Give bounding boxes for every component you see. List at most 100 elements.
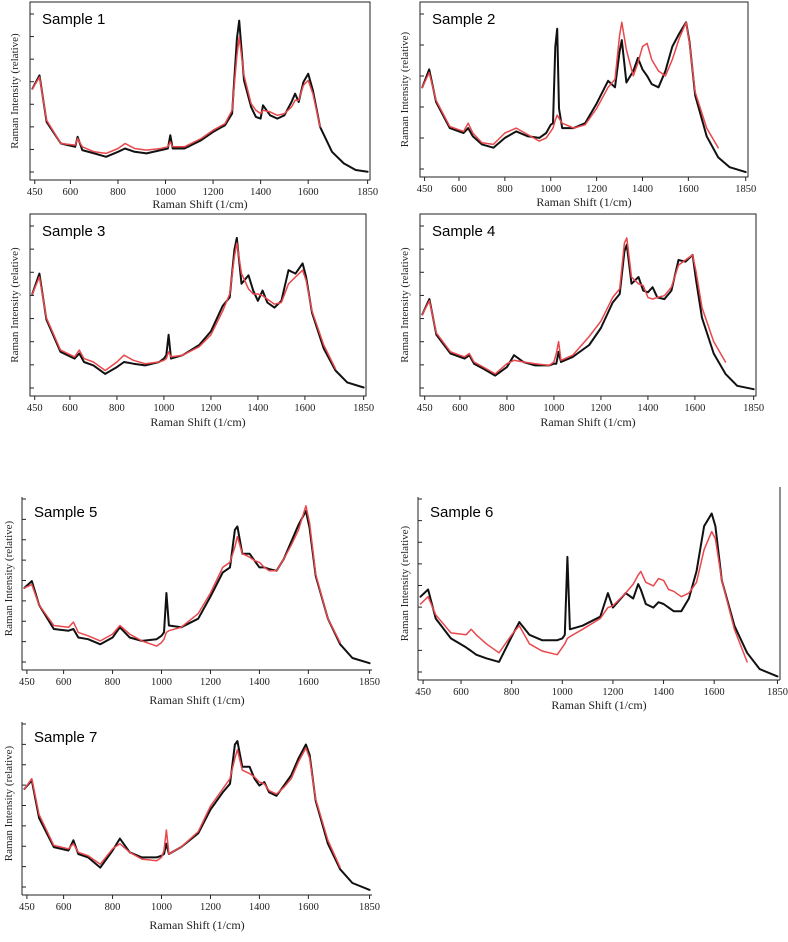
series-line-fitted (23, 505, 341, 647)
y-axis-label: Raman Intensity (relative) (3, 520, 15, 636)
x-tick-label: 1600 (294, 403, 315, 414)
chart-title: Sample 3 (42, 223, 105, 240)
x-tick-label: 1200 (602, 687, 623, 698)
chart-panel-7: 450 600 800 1000 1200 1400 1600 1850 Raman Shift… (3, 722, 380, 932)
x-tick-label: 1400 (653, 687, 674, 698)
x-tick-label: 600 (63, 187, 79, 198)
x-tick-label: 450 (417, 403, 433, 414)
x-axis-label: Raman Shift (1/cm) (149, 693, 244, 707)
chart-panel-1: 450 600 800 1000 1200 1400 1600 1850 Raman Shift… (9, 1, 378, 211)
x-tick-label: 600 (453, 687, 469, 698)
x-tick-label: 800 (110, 187, 126, 198)
chart-title: Sample 6 (430, 504, 493, 521)
x-axis-label: Raman Shift (1/cm) (536, 195, 631, 209)
chart-title: Sample 1 (42, 11, 105, 28)
series-line-fitted (31, 242, 337, 372)
x-tick-label: 1200 (200, 403, 221, 414)
chart-panel-3: 450 600 800 1000 1200 1400 1600 1850 Raman Shift… (9, 213, 374, 429)
y-axis-label: Raman Intensity (relative) (399, 525, 411, 641)
x-tick-label: 1000 (540, 184, 561, 195)
series-line-fitted (421, 21, 719, 149)
x-tick-label: 1000 (151, 677, 172, 688)
x-tick-label: 1000 (153, 403, 174, 414)
x-tick-label: 800 (105, 677, 121, 688)
x-tick-label: 800 (504, 687, 520, 698)
series-line-fitted (421, 237, 727, 375)
x-tick-label: 1850 (767, 687, 788, 698)
x-tick-label: 450 (415, 687, 431, 698)
plot-frame (419, 1, 749, 178)
y-axis-label: Raman Intensity (relative) (3, 745, 15, 861)
x-tick-label: 1000 (151, 902, 172, 913)
series-line-fitted (419, 530, 748, 663)
x-tick-label: 800 (497, 184, 513, 195)
x-tick-label: 1600 (298, 677, 319, 688)
x-tick-label: 800 (499, 403, 515, 414)
chart-panel-2: 450 600 800 1000 1200 1400 1600 1850 Raman Shift… (399, 1, 756, 209)
y-axis-label: Raman Intensity (relative) (9, 247, 21, 363)
x-tick-label: 450 (27, 403, 43, 414)
series-line-measured (31, 19, 369, 173)
x-tick-label: 600 (451, 184, 467, 195)
x-tick-label: 1200 (200, 677, 221, 688)
chart-panel-5: 450 600 800 1000 1200 1400 1600 1850 Raman Shift… (3, 497, 380, 707)
series-line-fitted (23, 747, 341, 869)
plot-frame (29, 213, 367, 397)
x-tick-label: 1850 (735, 184, 756, 195)
chart-title: Sample 5 (34, 504, 97, 521)
x-tick-label: 1400 (247, 403, 268, 414)
y-axis-label: Raman Intensity (relative) (9, 33, 21, 149)
x-tick-label: 1850 (359, 902, 380, 913)
x-tick-label: 1600 (684, 403, 705, 414)
x-axis-label: Raman Shift (1/cm) (540, 415, 635, 429)
x-tick-label: 600 (452, 403, 468, 414)
series-line-fitted (31, 36, 321, 155)
x-tick-label: 1400 (249, 902, 270, 913)
series-line-measured (421, 21, 747, 174)
x-tick-label: 600 (56, 902, 72, 913)
x-tick-label: 600 (62, 403, 78, 414)
chart-panel-6: 450 600 800 1000 1200 1400 1600 1850 Raman Shift… (399, 487, 788, 712)
x-axis-label: Raman Shift (1/cm) (149, 918, 244, 932)
x-tick-label: 800 (105, 902, 121, 913)
series-line-measured (31, 236, 365, 389)
plot-frame (29, 1, 371, 181)
y-axis-label: Raman Intensity (relative) (399, 247, 411, 363)
chart-title: Sample 4 (432, 223, 495, 240)
x-tick-label: 600 (56, 677, 72, 688)
series-line-measured (419, 512, 779, 678)
x-tick-label: 1400 (632, 184, 653, 195)
x-tick-label: 1600 (298, 902, 319, 913)
chart-title: Sample 7 (34, 729, 97, 746)
plot-frame (419, 213, 757, 397)
x-tick-label: 450 (417, 184, 433, 195)
x-tick-label: 1400 (249, 677, 270, 688)
x-tick-label: 1600 (678, 184, 699, 195)
x-tick-label: 450 (27, 187, 43, 198)
series-line-measured (23, 740, 371, 891)
x-tick-label: 450 (19, 902, 35, 913)
x-tick-label: 1400 (637, 403, 658, 414)
x-axis-label: Raman Shift (1/cm) (152, 197, 247, 211)
x-tick-label: 1850 (359, 677, 380, 688)
x-axis-label: Raman Shift (1/cm) (150, 415, 245, 429)
chart-title: Sample 2 (432, 11, 495, 28)
x-axis-label: Raman Shift (1/cm) (551, 698, 646, 712)
x-tick-label: 1000 (543, 403, 564, 414)
x-tick-label: 1200 (200, 902, 221, 913)
x-tick-label: 800 (109, 403, 125, 414)
x-tick-label: 450 (19, 677, 35, 688)
y-axis-label: Raman Intensity (relative) (399, 31, 411, 147)
x-tick-label: 1200 (586, 184, 607, 195)
series-line-measured (421, 243, 755, 391)
chart-panel-4: 450 600 800 1000 1200 1400 1600 1850 Raman Shift… (399, 213, 764, 429)
x-tick-label: 1000 (155, 187, 176, 198)
x-tick-label: 1200 (203, 187, 224, 198)
x-tick-label: 1850 (743, 403, 764, 414)
x-tick-label: 1850 (357, 187, 378, 198)
x-tick-label: 1600 (704, 687, 725, 698)
x-tick-label: 1200 (590, 403, 611, 414)
x-tick-label: 1850 (353, 403, 374, 414)
x-tick-label: 1400 (250, 187, 271, 198)
